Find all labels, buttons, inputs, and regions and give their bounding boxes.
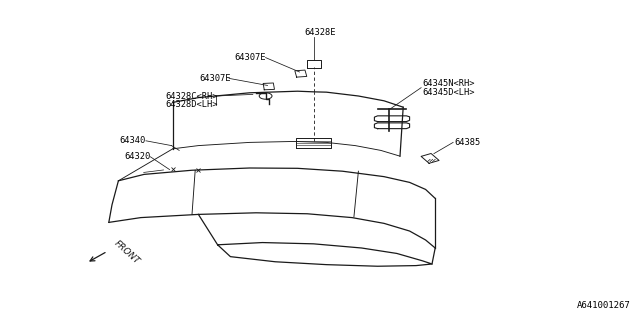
Text: 64328E: 64328E [304,28,336,37]
Text: 64340: 64340 [120,136,146,145]
Text: 64345D<LH>: 64345D<LH> [422,88,475,97]
Text: FRONT: FRONT [112,239,141,267]
Text: 64328D<LH>: 64328D<LH> [165,100,218,109]
Text: A641001267: A641001267 [577,301,630,310]
Text: 64320: 64320 [124,152,150,161]
Text: 64328C<RH>: 64328C<RH> [165,92,218,100]
Text: 64385: 64385 [454,138,481,147]
Text: 64345N<RH>: 64345N<RH> [422,79,475,88]
Text: 64307E: 64307E [199,74,230,83]
Text: 64307E: 64307E [234,53,266,62]
